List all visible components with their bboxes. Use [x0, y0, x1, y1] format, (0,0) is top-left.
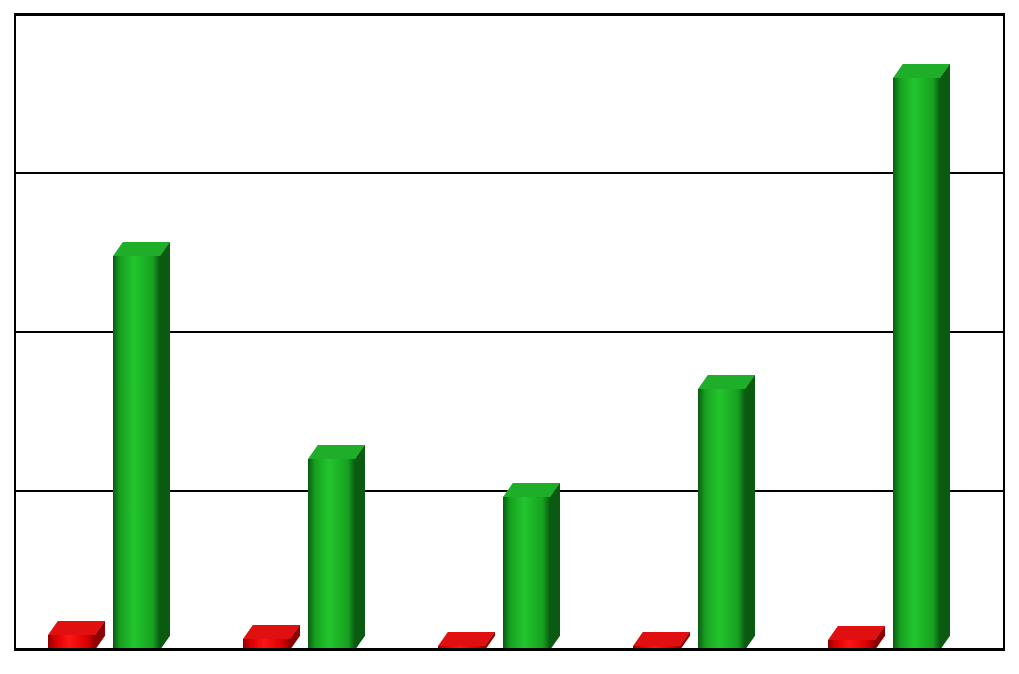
plot-area: [14, 14, 1005, 650]
plot-border: [14, 14, 1005, 650]
bar-chart-3d: [0, 0, 1019, 674]
